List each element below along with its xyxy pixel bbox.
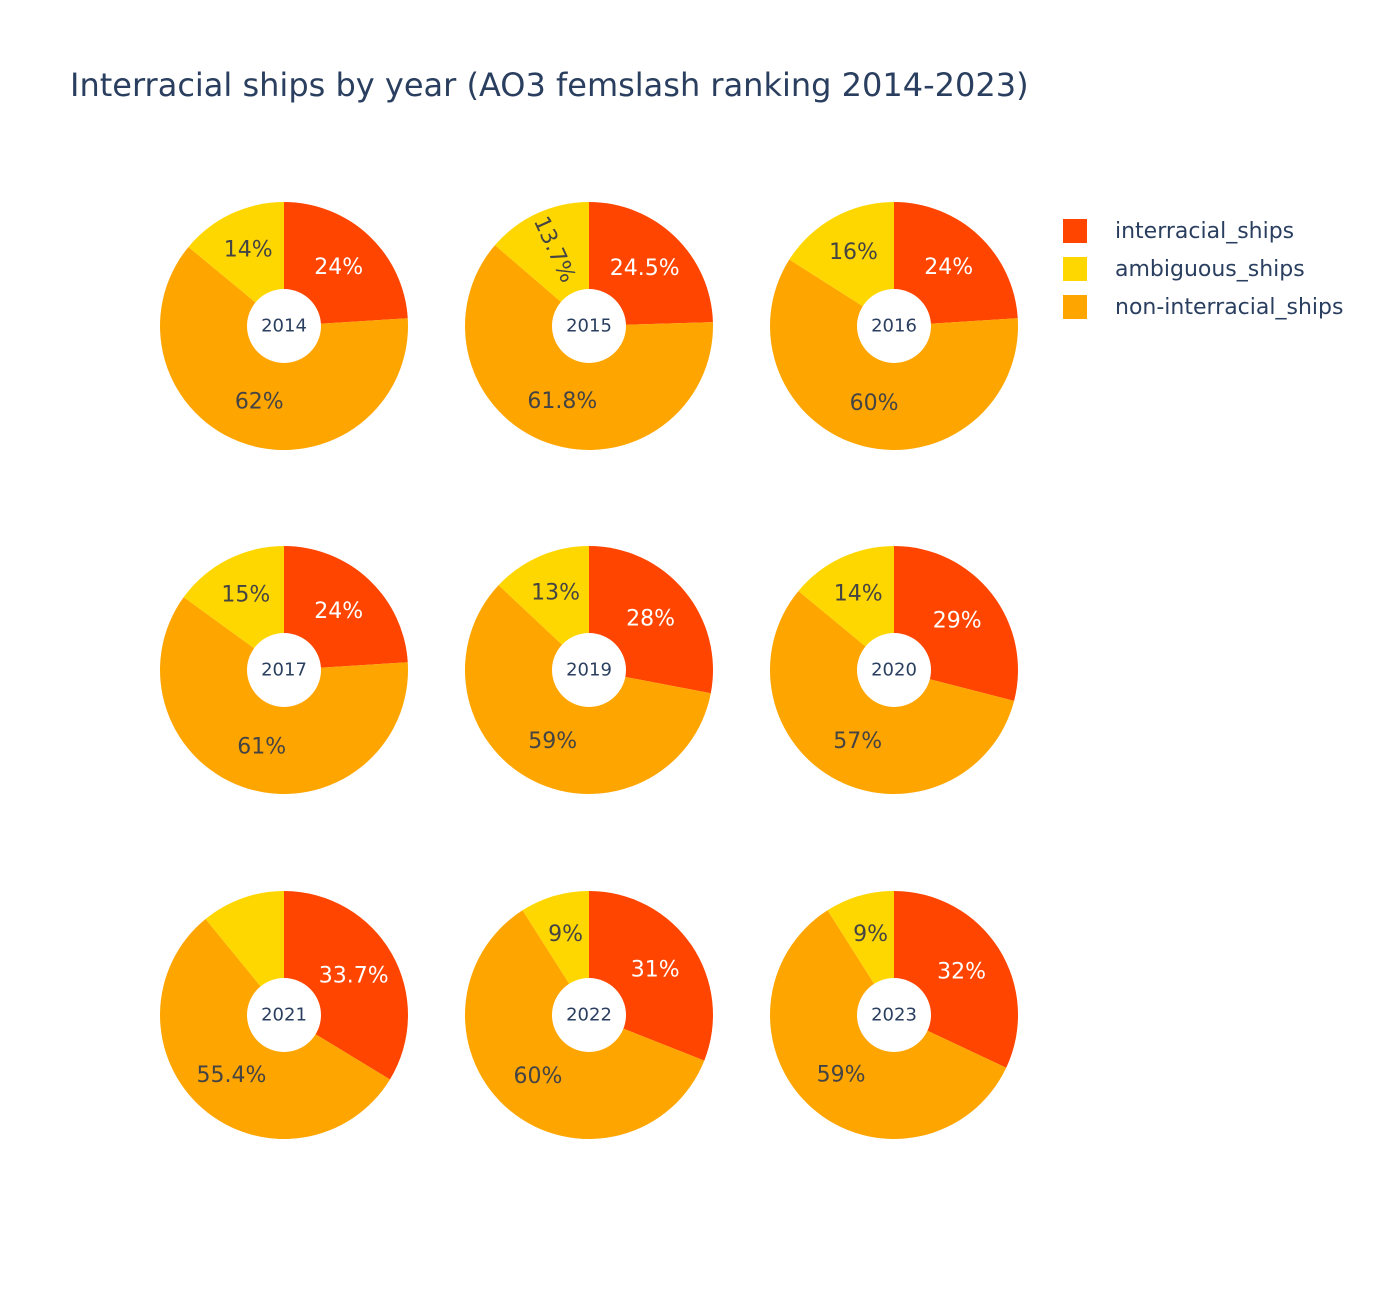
slice-label-interracial-2016: 24% xyxy=(924,255,973,280)
slice-ambiguous-2020[interactable] xyxy=(798,546,894,670)
center-label-2019: 2019 xyxy=(566,660,612,681)
chart-title: Interracial ships by year (AO3 femslash … xyxy=(70,66,1029,104)
slice-ambiguous-2019[interactable] xyxy=(498,546,589,670)
center-label-2015: 2015 xyxy=(566,316,612,337)
donut-hole-2023 xyxy=(857,978,931,1052)
legend-swatch-ambiguous xyxy=(1063,257,1087,281)
pie-2019: 28% 13% 59% 2019 xyxy=(464,546,713,795)
legend-swatch-interracial xyxy=(1063,219,1087,243)
slice-interracial-2015[interactable] xyxy=(589,202,713,326)
pie-2023: 32% 9% 59% 2023 xyxy=(770,891,1019,1139)
donut-hole-2015 xyxy=(552,289,626,363)
pie-2015: 24.5%13.7%61.8%2015 xyxy=(465,201,714,450)
slice-ambiguous-2016[interactable] xyxy=(789,202,894,326)
slice-label-ambiguous-2016: 16% xyxy=(829,240,878,265)
center-label-2020: 2020 xyxy=(871,660,917,681)
slice-label-ambiguous-2023: 9% xyxy=(853,922,888,947)
donut-hole-2021 xyxy=(247,978,321,1052)
slice-label-interracial-2020: 29% xyxy=(933,608,982,633)
slice-label-noninterracial-2014: 62% xyxy=(235,390,284,415)
legend-item-interracial[interactable]: interracial_ships xyxy=(1063,212,1343,250)
slice-label-ambiguous-2014: 14% xyxy=(224,237,273,262)
slice-label-noninterracial-2017: 61% xyxy=(237,734,286,759)
legend-swatch-non-interracial xyxy=(1063,295,1087,319)
pie-2016: 24% 16% 60% 2016 xyxy=(770,202,1019,450)
slice-label-ambiguous-2020: 14% xyxy=(834,581,883,606)
slice-interracial-2016[interactable] xyxy=(894,202,1018,326)
donut-hole-2022 xyxy=(552,978,626,1052)
donut-hole-2014 xyxy=(247,289,321,363)
center-label-2021: 2021 xyxy=(261,1005,307,1026)
slice-label-interracial-2015: 24.5% xyxy=(610,256,680,281)
donut-hole-2016 xyxy=(857,289,931,363)
slice-label-noninterracial-2022: 60% xyxy=(514,1064,563,1089)
slice-label-interracial-2021: 33.7% xyxy=(319,963,389,988)
slice-label-ambiguous-2017: 15% xyxy=(221,583,270,608)
pie-2014: 24% 14% 62% 2014 xyxy=(160,202,409,450)
slice-label-noninterracial-2023: 59% xyxy=(817,1063,866,1088)
slice-label-ambiguous-2019: 13% xyxy=(531,580,580,605)
center-label-2017: 2017 xyxy=(261,660,307,681)
slice-interracial-2017[interactable] xyxy=(284,546,408,670)
slice-label-interracial-2022: 31% xyxy=(631,958,680,983)
slice-label-noninterracial-2021: 55.4% xyxy=(197,1063,267,1088)
slice-interracial-2014[interactable] xyxy=(284,202,408,326)
center-label-2023: 2023 xyxy=(871,1005,917,1026)
slice-label-interracial-2014: 24% xyxy=(314,255,363,280)
slice-label-interracial-2019: 28% xyxy=(626,607,675,632)
donut-hole-2019 xyxy=(552,633,626,707)
slice-ambiguous-2017[interactable] xyxy=(183,546,284,670)
legend-label-ambiguous: ambiguous_ships xyxy=(1115,256,1305,282)
slice-label-noninterracial-2015: 61.8% xyxy=(527,389,597,414)
slice-ambiguous-2015[interactable] xyxy=(494,201,589,326)
legend-label-non-interracial: non-interracial_ships xyxy=(1115,294,1344,320)
slice-label-noninterracial-2020: 57% xyxy=(833,729,882,754)
slice-label-interracial-2023: 32% xyxy=(937,960,986,985)
slice-label-noninterracial-2016: 60% xyxy=(850,391,899,416)
legend-item-non-interracial[interactable]: non-interracial_ships xyxy=(1063,288,1343,326)
legend-item-ambiguous[interactable]: ambiguous_ships xyxy=(1063,250,1343,288)
pie-2021: 33.7% 55.4% 2021 xyxy=(160,891,409,1139)
center-label-2014: 2014 xyxy=(261,316,307,337)
pie-2022: 31% 9% 60% 2022 xyxy=(464,891,713,1139)
pie-2020: 29% 14% 57% 2020 xyxy=(769,546,1018,795)
center-label-2022: 2022 xyxy=(566,1005,612,1026)
donut-hole-2020 xyxy=(857,633,931,707)
legend-label-interracial: interracial_ships xyxy=(1115,218,1295,244)
slice-label-noninterracial-2019: 59% xyxy=(528,729,577,754)
center-label-2016: 2016 xyxy=(871,316,917,337)
slice-label-interracial-2017: 24% xyxy=(314,599,363,624)
legend: interracial_ships ambiguous_ships non-in… xyxy=(1063,212,1343,326)
donut-hole-2017 xyxy=(247,633,321,707)
pie-2017: 24% 15% 61% 2017 xyxy=(160,546,409,794)
slice-label-ambiguous-2022: 9% xyxy=(548,922,583,947)
slice-ambiguous-2014[interactable] xyxy=(188,202,284,326)
